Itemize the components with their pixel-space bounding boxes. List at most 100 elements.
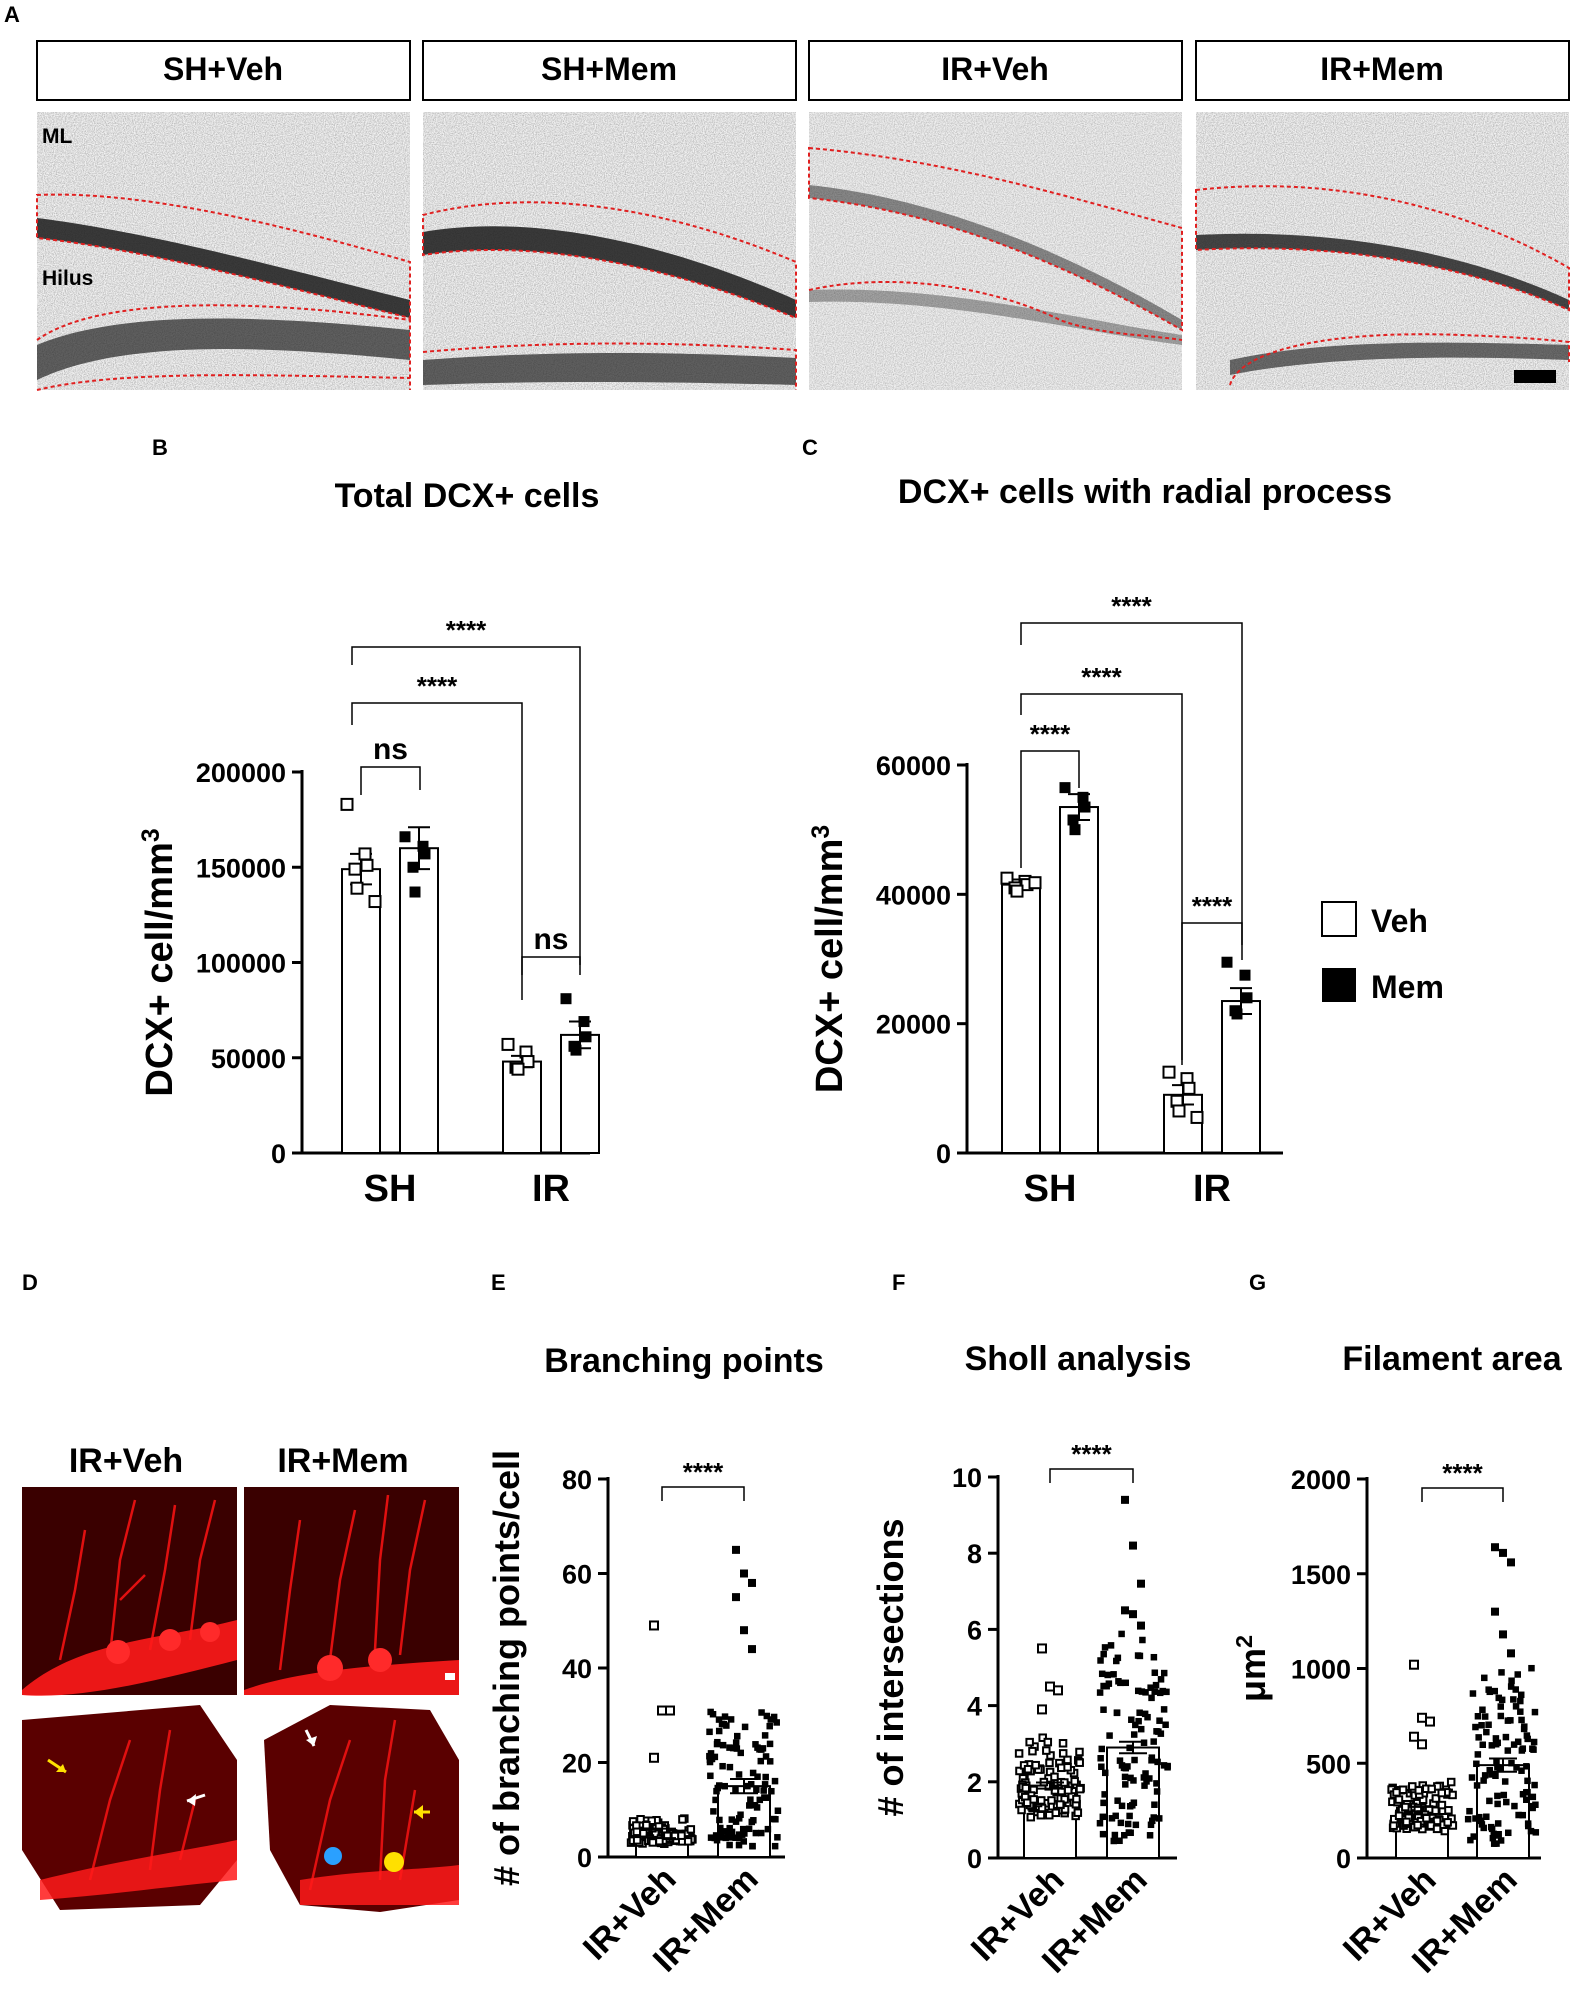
- bar: [1001, 883, 1041, 1155]
- y-tick-label: 20000: [876, 1010, 951, 1040]
- y-tick-label: 100000: [196, 949, 286, 979]
- data-point: [1490, 1840, 1498, 1847]
- data-point: [1431, 1794, 1441, 1803]
- data-point: [1031, 1760, 1040, 1770]
- data-point: [713, 1836, 721, 1844]
- region-label-hilus: Hilus: [42, 267, 93, 290]
- panel-a-micrographs: ML Hilus: [36, 112, 1570, 391]
- y-tick-label: 200000: [196, 758, 286, 788]
- data-point: [1162, 1721, 1169, 1729]
- data-point: [1118, 1802, 1126, 1810]
- bar: [1221, 1000, 1261, 1154]
- data-point: [1231, 1008, 1243, 1020]
- data-point: [686, 1825, 696, 1834]
- data-point: [736, 1834, 743, 1842]
- data-point: [1067, 814, 1079, 826]
- data-point: [1417, 1739, 1427, 1750]
- data-point: [1494, 1820, 1502, 1827]
- data-point: [758, 1829, 765, 1837]
- significance-bracket: [1020, 622, 1243, 945]
- data-point: [1499, 1548, 1507, 1557]
- y-tick-label: 0: [577, 1843, 592, 1873]
- data-point: [1126, 1812, 1133, 1820]
- chart-e-title: Branching points: [544, 1342, 824, 1380]
- y-tick-label: 1000: [1291, 1655, 1351, 1685]
- data-point: [1476, 1813, 1483, 1821]
- data-point: [739, 1825, 747, 1833]
- data-point: [1528, 1664, 1535, 1672]
- data-point: [1135, 1717, 1142, 1725]
- data-point: [1494, 1739, 1501, 1747]
- data-point: [1510, 1696, 1517, 1703]
- data-point: [632, 1836, 642, 1845]
- data-point: [1037, 1704, 1047, 1715]
- data-point: [1392, 1788, 1401, 1797]
- significance-bracket: [521, 956, 581, 975]
- data-point: [1159, 1687, 1167, 1695]
- data-point: [737, 1749, 744, 1757]
- data-point: [1100, 1650, 1107, 1658]
- data-point: [732, 1545, 740, 1554]
- data-point: [774, 1834, 781, 1841]
- y-tick-label: 0: [967, 1844, 982, 1874]
- data-point: [707, 1772, 714, 1780]
- data-point: [1101, 1644, 1109, 1651]
- data-point: [749, 1769, 757, 1777]
- data-point: [758, 1709, 765, 1716]
- data-point: [1100, 1682, 1107, 1690]
- data-point: [723, 1828, 730, 1835]
- data-point: [1129, 1610, 1137, 1619]
- panel-d-confocal: IR+Veh IR+Mem: [22, 1442, 459, 1912]
- data-point: [767, 1716, 775, 1723]
- data-point: [1486, 1766, 1493, 1774]
- data-point: [1131, 1756, 1138, 1764]
- data-point: [763, 1712, 771, 1720]
- data-point: [756, 1796, 764, 1804]
- data-point: [748, 1818, 756, 1826]
- data-point: [710, 1808, 717, 1815]
- data-point: [1160, 1762, 1168, 1769]
- data-point: [1513, 1764, 1520, 1771]
- data-point: [741, 1723, 749, 1731]
- data-point: [1523, 1763, 1530, 1770]
- significance-label: ****: [1030, 719, 1071, 749]
- data-point: [718, 1830, 725, 1838]
- data-point: [740, 1626, 748, 1635]
- data-point: [770, 1713, 778, 1721]
- data-point: [1497, 1703, 1504, 1710]
- data-point: [1097, 1755, 1104, 1762]
- data-point: [1134, 1687, 1142, 1695]
- data-point: [1514, 1738, 1522, 1746]
- data-point: [1100, 1799, 1107, 1807]
- significance-bracket: [1421, 1487, 1504, 1502]
- data-point: [511, 1062, 525, 1076]
- data-point: [1163, 1688, 1170, 1696]
- data-point: [1160, 1706, 1168, 1713]
- data-point: [1417, 1712, 1427, 1723]
- data-point: [1524, 1735, 1531, 1743]
- data-point: [1519, 1811, 1527, 1819]
- data-point: [726, 1841, 733, 1849]
- data-point: [733, 1745, 741, 1752]
- data-point: [1099, 1830, 1107, 1838]
- data-point: [1126, 1744, 1133, 1752]
- data-point: [1025, 1737, 1034, 1747]
- data-point: [560, 993, 572, 1005]
- significance-label: ****: [446, 615, 487, 645]
- data-point: [1489, 1834, 1497, 1842]
- data-point: [754, 1773, 761, 1780]
- y-tick-label: 6: [967, 1615, 982, 1645]
- data-point: [1130, 1731, 1138, 1738]
- data-point: [578, 1016, 590, 1028]
- data-point: [1517, 1691, 1525, 1699]
- data-point: [1472, 1815, 1479, 1822]
- data-point: [340, 797, 354, 811]
- panel-d-header-mem: IR+Mem: [277, 1442, 408, 1480]
- panel-letter-c: C: [802, 435, 818, 460]
- significance-label: ****: [1081, 662, 1122, 692]
- data-point: [773, 1719, 780, 1726]
- chart-c-radial-dcx: 0 20000 40000 60000 DCX+ cell/mm3 SH IR **** ***…: [808, 591, 1283, 1210]
- data-point: [1147, 1684, 1154, 1691]
- chart-b-total-dcx: 0 50000 100000 150000 200000 DCX+ cell/mm3 SH I…: [138, 615, 600, 1210]
- data-point: [1050, 1772, 1059, 1782]
